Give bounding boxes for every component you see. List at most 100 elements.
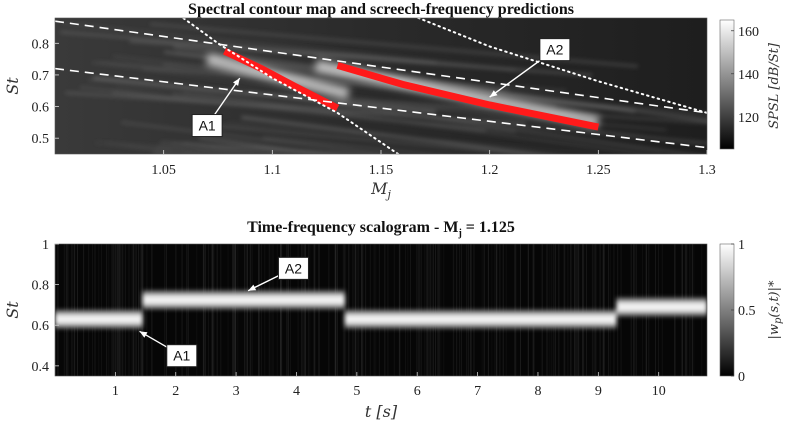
texture-streak — [112, 92, 516, 133]
texture-streak — [152, 151, 174, 154]
noise-streak — [313, 244, 315, 376]
bottom-y-ticks: 0.4 0.6 0.8 1 — [32, 238, 59, 375]
noise-streak — [204, 244, 206, 376]
noise-streak — [220, 244, 222, 376]
mode-band-core — [55, 314, 143, 324]
noise-streak — [318, 244, 320, 376]
noise-streak — [187, 244, 189, 376]
bottom-heatmap-bands — [55, 290, 707, 329]
bottom-heatmap — [55, 244, 707, 376]
noise-streak — [249, 244, 251, 376]
x-tick-label: 4 — [293, 384, 300, 399]
scalogram-panel: Time-frequency scalogram - Mj = 1.125 1 2… — [3, 219, 784, 421]
noise-streak — [343, 244, 345, 376]
noise-streak — [258, 244, 260, 376]
bottom-colorbar: 00.51 |wp(s,t)|* — [719, 238, 784, 385]
top-chart-title: Spectral contour map and screech-frequen… — [188, 1, 574, 18]
noise-streak — [335, 244, 337, 376]
noise-streak — [302, 244, 304, 376]
x-tick-label: 9 — [595, 384, 602, 399]
annotation-arrowhead — [139, 331, 148, 338]
noise-streak — [246, 244, 248, 376]
x-tick-label: 2 — [172, 384, 179, 399]
x-tick-label: 1.2 — [481, 163, 499, 178]
texture-streak — [226, 122, 598, 154]
mode-band-core — [142, 295, 345, 305]
top-x-axis-label: Mj — [370, 179, 391, 201]
noise-streak — [287, 244, 289, 376]
colorbar-tick-label: 120 — [738, 111, 759, 126]
texture-streak — [160, 141, 334, 154]
noise-streak — [216, 244, 218, 376]
white-dashed-line — [55, 20, 707, 114]
noise-streak — [304, 244, 306, 376]
colorbar-tick-label: 160 — [738, 25, 759, 40]
noise-streak — [186, 244, 188, 376]
noise-streak — [233, 244, 235, 376]
noise-streak — [142, 244, 144, 376]
noise-streak — [213, 244, 215, 376]
noise-streak — [314, 244, 316, 376]
noise-streak — [268, 244, 270, 376]
noise-streak — [150, 244, 152, 376]
annotation-box — [539, 38, 571, 62]
noise-streak — [260, 244, 262, 376]
annotation-arrowhead — [232, 78, 240, 86]
texture-streak — [198, 136, 328, 154]
texture-streak — [241, 115, 547, 154]
x-tick-label: 10 — [652, 384, 666, 399]
x-tick-label: 1.25 — [586, 163, 611, 178]
texture-streak — [121, 121, 387, 154]
y-tick-label: 0.6 — [32, 101, 50, 116]
bottom-x-axis-label: t [s] — [365, 402, 398, 421]
y-tick-label: 1 — [42, 238, 49, 253]
top-prediction-lines — [55, 18, 707, 154]
red-thick-line — [336, 62, 600, 131]
noise-streak — [287, 244, 289, 376]
top-colorbar-ticks: 120 140 160 — [731, 25, 759, 126]
texture-streak — [62, 22, 516, 72]
noise-streak — [165, 244, 167, 376]
noise-streak — [342, 244, 344, 376]
white-dotted-line — [415, 18, 707, 114]
noise-streak — [343, 244, 345, 376]
x-tick-label: 6 — [414, 384, 421, 399]
noise-streak — [336, 244, 338, 376]
noise-streak — [297, 244, 299, 376]
top-y-axis-label: St — [3, 77, 22, 95]
bottom-plot-frame — [54, 243, 708, 377]
noise-streak — [280, 244, 282, 376]
annotation-arrowhead — [248, 284, 257, 291]
x-tick-label: 8 — [534, 384, 541, 399]
noise-streak — [328, 244, 330, 376]
noise-streak — [318, 244, 320, 376]
top-annotations: A1 A2 — [191, 38, 571, 138]
noise-streak — [281, 244, 283, 376]
texture-streak — [60, 30, 437, 64]
bottom-chart-title: Time-frequency scalogram - Mj = 1.125 — [247, 219, 515, 239]
bottom-x-ticks: 1 2 3 4 5 6 7 8 9 10 — [112, 372, 666, 399]
annotation-box — [277, 256, 309, 280]
noise-streak — [276, 244, 278, 376]
noise-streak — [301, 244, 303, 376]
x-tick-label: 1.15 — [369, 163, 394, 178]
noise-streak — [146, 244, 148, 376]
x-tick-label: 1.1 — [264, 163, 282, 178]
colorbar-tick-label: 1 — [738, 238, 745, 253]
y-tick-label: 0.6 — [32, 319, 50, 334]
noise-streak — [232, 244, 234, 376]
texture-streak — [182, 151, 210, 154]
x-tick-label: 3 — [233, 384, 240, 399]
x-tick-label: 7 — [474, 384, 481, 399]
mode-band-core — [616, 302, 707, 312]
noise-streak — [264, 244, 266, 376]
noise-streak — [258, 244, 260, 376]
noise-streak — [151, 244, 153, 376]
texture-streak — [171, 142, 368, 154]
top-x-ticks: 1.05 1.1 1.15 1.2 1.25 1.3 — [151, 150, 716, 178]
bottom-colorbar-ticks: 00.51 — [731, 238, 756, 385]
texture-streak — [203, 123, 536, 154]
y-tick-label: 0.8 — [32, 37, 50, 52]
noise-streak — [245, 244, 247, 376]
bottom-colorbar-label: |wp(s,t)|* — [767, 280, 784, 339]
